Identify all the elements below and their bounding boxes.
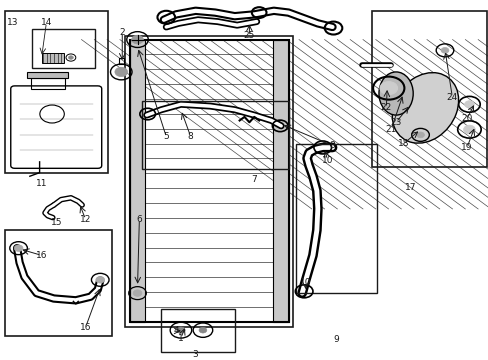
Text: 16: 16 [36,251,47,260]
Text: 13: 13 [6,18,18,27]
Bar [5,230,112,336]
Text: 24: 24 [446,93,457,102]
Bar [129,40,145,322]
Circle shape [131,35,143,44]
Circle shape [176,327,185,333]
Text: 8: 8 [187,132,193,141]
Circle shape [379,82,397,95]
Text: 14: 14 [41,18,52,27]
Text: 1: 1 [178,334,183,343]
Text: 17: 17 [404,183,416,192]
Ellipse shape [378,72,412,115]
Text: 4: 4 [173,327,179,336]
Text: 22: 22 [380,103,391,112]
Circle shape [464,101,473,108]
Bar [124,36,293,327]
Text: 23: 23 [389,118,401,127]
Circle shape [416,132,424,138]
Bar [142,101,288,169]
Text: 18: 18 [397,139,408,148]
Circle shape [14,245,23,251]
Text: 19: 19 [460,143,472,152]
Bar [129,40,288,322]
Text: 15: 15 [50,219,62,228]
Text: 21: 21 [385,125,396,134]
Text: 2: 2 [119,28,125,37]
Text: 7: 7 [251,175,257,184]
Bar [272,40,288,322]
Bar [27,72,68,77]
Circle shape [440,48,448,53]
Circle shape [463,125,474,134]
Text: 9: 9 [333,336,339,345]
Text: 8: 8 [329,141,335,150]
Bar [371,11,486,167]
Text: 11: 11 [36,179,47,188]
Ellipse shape [391,73,458,143]
Bar [161,309,234,352]
Text: 12: 12 [80,215,91,224]
Bar [32,29,95,68]
Text: 5: 5 [163,132,169,141]
Circle shape [96,276,104,283]
Text: 6: 6 [136,215,142,224]
Text: 3: 3 [192,350,198,359]
Bar [295,144,376,293]
Circle shape [115,67,127,77]
Circle shape [68,56,73,59]
Bar [31,77,64,89]
Text: 10: 10 [299,278,311,287]
Text: 20: 20 [460,114,472,123]
Circle shape [199,327,206,333]
Text: 25: 25 [243,31,255,40]
Bar [41,53,63,63]
Bar [5,11,107,173]
Text: 10: 10 [321,156,333,165]
Circle shape [133,290,142,296]
Text: 16: 16 [80,323,91,332]
